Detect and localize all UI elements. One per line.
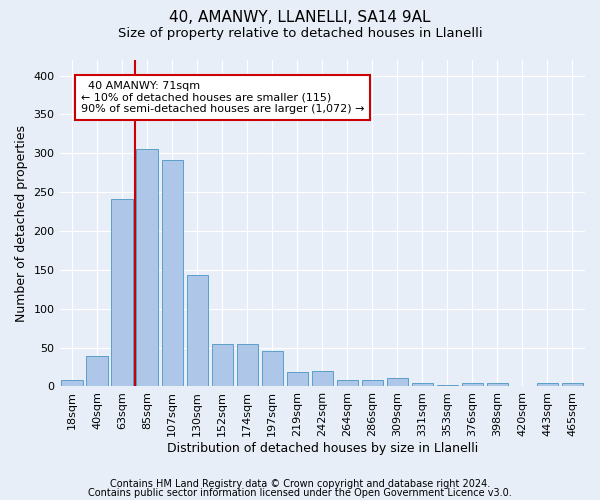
Bar [161,160,183,386]
X-axis label: Distribution of detached houses by size in Llanelli: Distribution of detached houses by size … [167,442,478,455]
Bar [437,385,458,386]
Bar [487,384,508,386]
Bar [337,380,358,386]
Bar [61,380,83,386]
Text: 40 AMANWY: 71sqm
← 10% of detached houses are smaller (115)
90% of semi-detached: 40 AMANWY: 71sqm ← 10% of detached house… [81,81,364,114]
Bar [212,344,233,386]
Bar [86,356,108,386]
Text: Contains public sector information licensed under the Open Government Licence v3: Contains public sector information licen… [88,488,512,498]
Bar [311,371,333,386]
Bar [562,382,583,386]
Bar [236,344,258,386]
Y-axis label: Number of detached properties: Number of detached properties [15,124,28,322]
Bar [462,384,483,386]
Bar [287,372,308,386]
Bar [537,382,558,386]
Text: Contains HM Land Registry data © Crown copyright and database right 2024.: Contains HM Land Registry data © Crown c… [110,479,490,489]
Bar [362,380,383,386]
Bar [187,276,208,386]
Bar [262,352,283,386]
Bar [112,199,133,386]
Text: Size of property relative to detached houses in Llanelli: Size of property relative to detached ho… [118,28,482,40]
Bar [136,150,158,386]
Bar [412,382,433,386]
Text: 40, AMANWY, LLANELLI, SA14 9AL: 40, AMANWY, LLANELLI, SA14 9AL [169,10,431,25]
Bar [387,378,408,386]
